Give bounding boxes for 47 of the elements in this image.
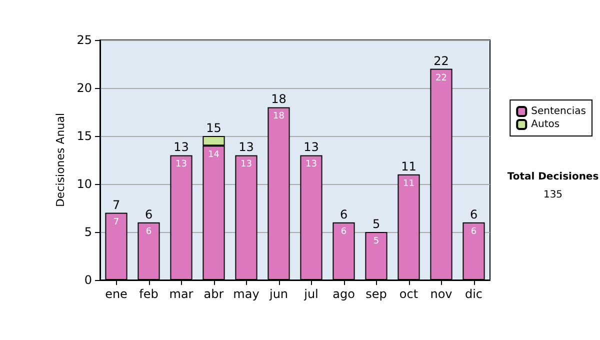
- data-label: 6: [470, 226, 477, 237]
- x-tick-label: mar: [169, 287, 194, 301]
- x-tick-label: oct: [399, 287, 418, 301]
- text: 135: [543, 190, 563, 200]
- x-tick-label: nov: [430, 287, 452, 301]
- total-label: 22: [434, 54, 449, 68]
- x-tick-label: sep: [366, 287, 387, 301]
- total-label: 6: [470, 207, 478, 222]
- total-label: 13: [238, 140, 254, 154]
- y-tick-label: 5: [84, 225, 92, 239]
- x-tick-label: ago: [332, 287, 355, 301]
- data-label: 22: [436, 73, 447, 84]
- data-label: 11: [403, 178, 414, 189]
- x-tick-label: dic: [464, 287, 483, 301]
- y-tick-label: 0: [84, 273, 92, 287]
- data-label: 13: [306, 160, 317, 170]
- x-tick-label: feb: [139, 287, 158, 301]
- x-tick-label: may: [233, 287, 260, 301]
- data-label: 13: [240, 160, 252, 170]
- total-label: 6: [144, 207, 153, 222]
- x-tick-label: abr: [204, 287, 224, 301]
- total-label: 7: [112, 198, 120, 212]
- legend-label: Autos: [531, 119, 560, 130]
- x-tick-label: jun: [268, 287, 288, 301]
- data-label: 7: [113, 217, 120, 228]
- legend-label: Sentencias: [531, 106, 586, 117]
- total-label: 13: [304, 140, 319, 154]
- y-axis-title: Decisiones Anual: [54, 112, 67, 208]
- total-label: 13: [174, 140, 189, 154]
- y-tick-label: 25: [76, 33, 92, 47]
- text: Total Decisiones: [507, 172, 599, 182]
- total-label: 18: [271, 92, 286, 106]
- y-tick-label: 10: [76, 177, 92, 191]
- y-tick-label: 15: [76, 129, 92, 143]
- x-tick-label: ene: [105, 287, 128, 301]
- total-label: 11: [401, 159, 416, 174]
- y-tick-label: 20: [76, 81, 92, 95]
- data-label: 13: [176, 160, 187, 170]
- total-label: 6: [340, 207, 348, 222]
- data-label: 6: [340, 226, 347, 237]
- total-label: 5: [372, 217, 380, 231]
- data-label: 14: [208, 150, 220, 160]
- data-label: 6: [146, 226, 152, 237]
- data-label: 18: [273, 112, 285, 122]
- total-label: 15: [206, 121, 222, 135]
- data-label: 5: [373, 236, 380, 246]
- x-tick-label: jul: [303, 287, 318, 301]
